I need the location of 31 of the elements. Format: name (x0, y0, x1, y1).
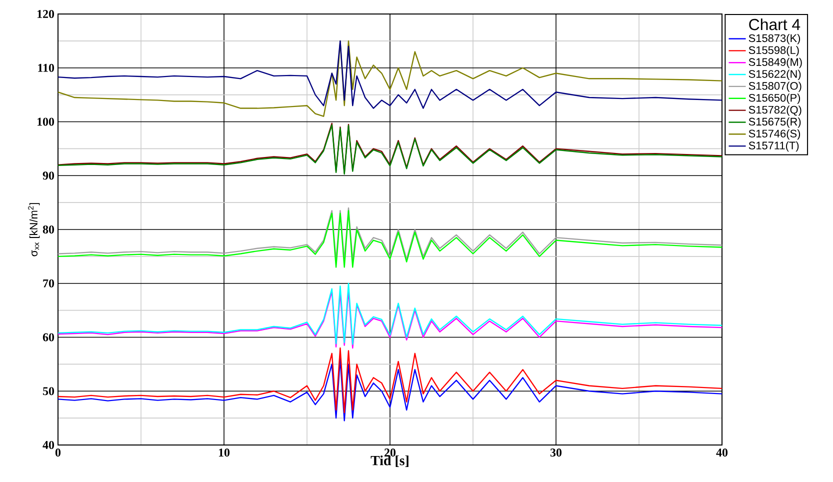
line-series (58, 347, 722, 414)
y-tick-label: 60 (42, 333, 54, 342)
y-tick-label: 80 (42, 225, 54, 234)
line-series (58, 210, 722, 268)
legend-label: S15598(L) (748, 46, 799, 56)
legend-label: S15849(M) (748, 58, 802, 68)
y-tick-label: 70 (43, 279, 54, 288)
legend-label: S15807(O) (748, 82, 802, 92)
y-tick-label: 100 (38, 118, 54, 126)
x-tick-label: 30 (550, 448, 562, 457)
x-tick-label: 40 (716, 448, 728, 457)
y-tick-label: 110 (38, 64, 54, 72)
legend-label: S15711(T) (748, 141, 799, 152)
x-tick-label: 20 (384, 448, 396, 457)
x-axis-title: Tid [s] (370, 455, 408, 467)
x-tick-label: 10 (218, 448, 230, 457)
legend-label: S15622(N) (748, 70, 801, 80)
legend-title: Chart 4 (749, 18, 800, 30)
y-axis-title: σ$_{xx}$ [kN/m$^{2}$] (28, 203, 40, 256)
line-series (58, 282, 722, 345)
legend-label: S15746(S) (748, 129, 800, 140)
y-tick-label: 120 (38, 10, 54, 18)
y-tick-label: 50 (43, 387, 54, 396)
legend-label: S15650(P) (748, 94, 800, 104)
legend-label: S15873(K) (748, 34, 800, 44)
legend-label: S15675(R) (748, 118, 801, 128)
y-tick-label: 90 (42, 172, 54, 180)
line-series (58, 358, 722, 422)
x-tick-label: 0 (55, 448, 61, 457)
y-tick-label: 40 (42, 440, 54, 450)
legend-label: S15782(Q) (748, 106, 802, 116)
